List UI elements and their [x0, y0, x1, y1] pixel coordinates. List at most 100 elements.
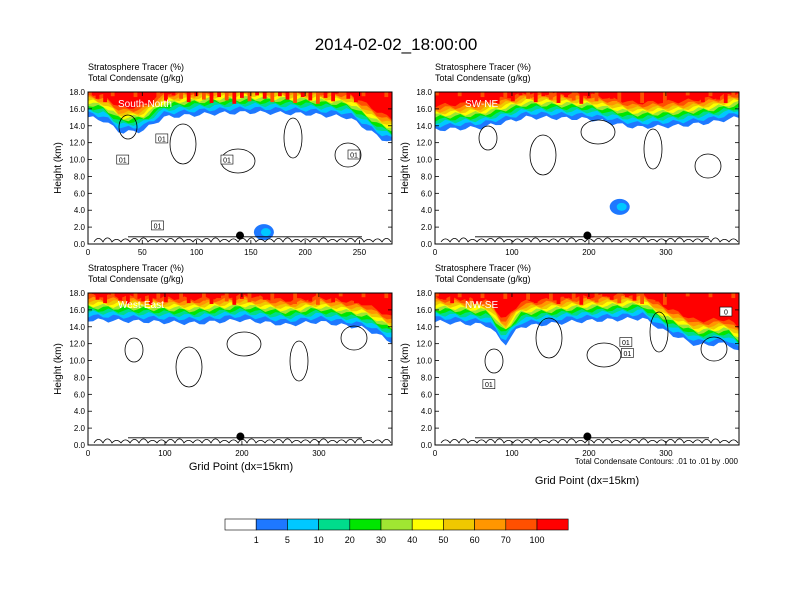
y-tick-label: 8.0 — [421, 172, 433, 181]
tracer-streak — [594, 293, 599, 303]
tracer-streak — [224, 293, 229, 302]
y-tick-label: 0.0 — [421, 240, 433, 249]
x-axis-label-bottom-left: Grid Point (dx=15km) — [189, 461, 293, 473]
tracer-streak — [564, 92, 568, 98]
tracer-streak — [701, 293, 705, 304]
contour-label: 01 — [158, 136, 166, 143]
tracer-streak — [731, 92, 736, 98]
tracer-blob-inner — [260, 228, 271, 237]
tracer-streak — [376, 293, 381, 304]
colorbar-swatch — [536, 518, 569, 531]
tracer-streak — [685, 92, 690, 96]
tracer-streak — [240, 92, 244, 98]
tracer-streak — [217, 293, 221, 299]
tracer-streak — [480, 293, 485, 299]
colorbar-label: 40 — [407, 535, 417, 545]
contour-label-box — [155, 133, 169, 144]
colorbar-swatch — [411, 518, 444, 531]
panel-title-condensate: Total Condensate (g/kg) — [435, 73, 531, 83]
tracer-streak — [488, 92, 492, 101]
contour-label: 01 — [622, 340, 630, 347]
contour-label-box — [482, 379, 496, 390]
y-tick-label: 18.0 — [416, 88, 432, 97]
tracer-streak — [609, 92, 614, 99]
tracer-streak — [270, 92, 275, 103]
tracer-streak — [103, 92, 107, 103]
y-tick-label: 12.0 — [416, 139, 432, 148]
tracer-streak — [579, 293, 584, 305]
location-marker — [236, 231, 244, 240]
tracer-streak — [701, 92, 705, 103]
panel-section-label: SW-NE — [465, 99, 498, 110]
panels-group: Stratosphere Tracer (%)Total Condensate … — [53, 62, 740, 458]
tracer-streak — [495, 92, 500, 104]
tracer-streak — [126, 92, 130, 103]
tracer-streak — [473, 92, 477, 103]
tracer-streak — [331, 92, 335, 102]
condensate-contour-cell — [580, 119, 616, 145]
contour-label: 0 — [724, 310, 728, 317]
tracer-streak — [308, 293, 313, 302]
x-tick-label: 100 — [190, 248, 204, 257]
tracer-streak — [224, 92, 229, 101]
colorbar-swatch — [505, 518, 538, 531]
contour-label-box — [621, 348, 634, 358]
y-tick-label: 2.0 — [421, 424, 433, 433]
tracer-streak — [716, 92, 720, 100]
tracer-streak — [202, 293, 206, 301]
tracer-streak — [369, 92, 373, 100]
y-tick-label: 2.0 — [74, 223, 86, 232]
tracer-streak — [110, 92, 115, 97]
colorbar-swatch — [255, 518, 288, 531]
colorbar-swatch — [443, 518, 475, 531]
contour-label-box — [347, 149, 361, 160]
contour-label-box — [151, 220, 164, 231]
panel-title-condensate: Total Condensate (g/kg) — [88, 274, 184, 284]
tracer-streak — [564, 293, 568, 299]
tracer-streak — [716, 293, 720, 301]
y-tick-label: 16.0 — [416, 105, 432, 114]
y-tick-label: 6.0 — [421, 189, 433, 198]
tracer-streak — [95, 92, 100, 99]
tracer-streak — [670, 92, 675, 98]
tracer-streak — [217, 92, 221, 98]
x-tick-label: 200 — [582, 449, 596, 458]
tracer-streak — [338, 92, 343, 96]
tracer-streak — [171, 293, 176, 297]
tracer-streak — [571, 293, 576, 302]
tracer-streak — [526, 293, 530, 300]
panel-title-tracer: Stratosphere Tracer (%) — [88, 263, 184, 273]
colorbar: 1 5 10 20 30 40 50 60 70 100 — [224, 518, 569, 545]
tracer-streak — [384, 92, 389, 98]
y-tick-label: 18.0 — [416, 289, 432, 298]
panel-title-tracer: Stratosphere Tracer (%) — [435, 263, 531, 273]
y-tick-label: 12.0 — [69, 340, 85, 349]
tracer-streak — [655, 293, 660, 302]
tracer-streak — [488, 293, 492, 302]
y-tick-label: 0.0 — [74, 441, 86, 450]
tracer-streak — [202, 92, 206, 100]
tracer-streak — [293, 92, 297, 103]
colorbar-label: 60 — [470, 535, 480, 545]
colorbar-swatch — [349, 518, 382, 531]
condensate-contour-cell — [175, 346, 203, 388]
condensate-contour-cell — [334, 142, 362, 168]
tracer-streak — [278, 92, 282, 97]
tracer-streak — [278, 293, 282, 298]
tracer-streak — [655, 92, 660, 101]
tracer-streak — [723, 92, 728, 103]
colorbar-label: 1 — [254, 535, 259, 545]
panel-bottom-left: Stratosphere Tracer (%)Total Condensate … — [53, 263, 393, 458]
tracer-streak — [526, 92, 530, 99]
tracer-streak — [232, 293, 237, 305]
condensate-contour-cell — [484, 348, 504, 374]
tracer-streak — [457, 92, 462, 97]
tracer-streak — [579, 92, 584, 104]
plot-frame — [434, 91, 740, 245]
contour-label-box — [220, 154, 234, 165]
condensate-contour-cell — [643, 128, 663, 170]
x-tick-label: 0 — [86, 449, 91, 458]
y-tick-label: 2.0 — [74, 424, 86, 433]
tracer-streak — [511, 293, 515, 303]
